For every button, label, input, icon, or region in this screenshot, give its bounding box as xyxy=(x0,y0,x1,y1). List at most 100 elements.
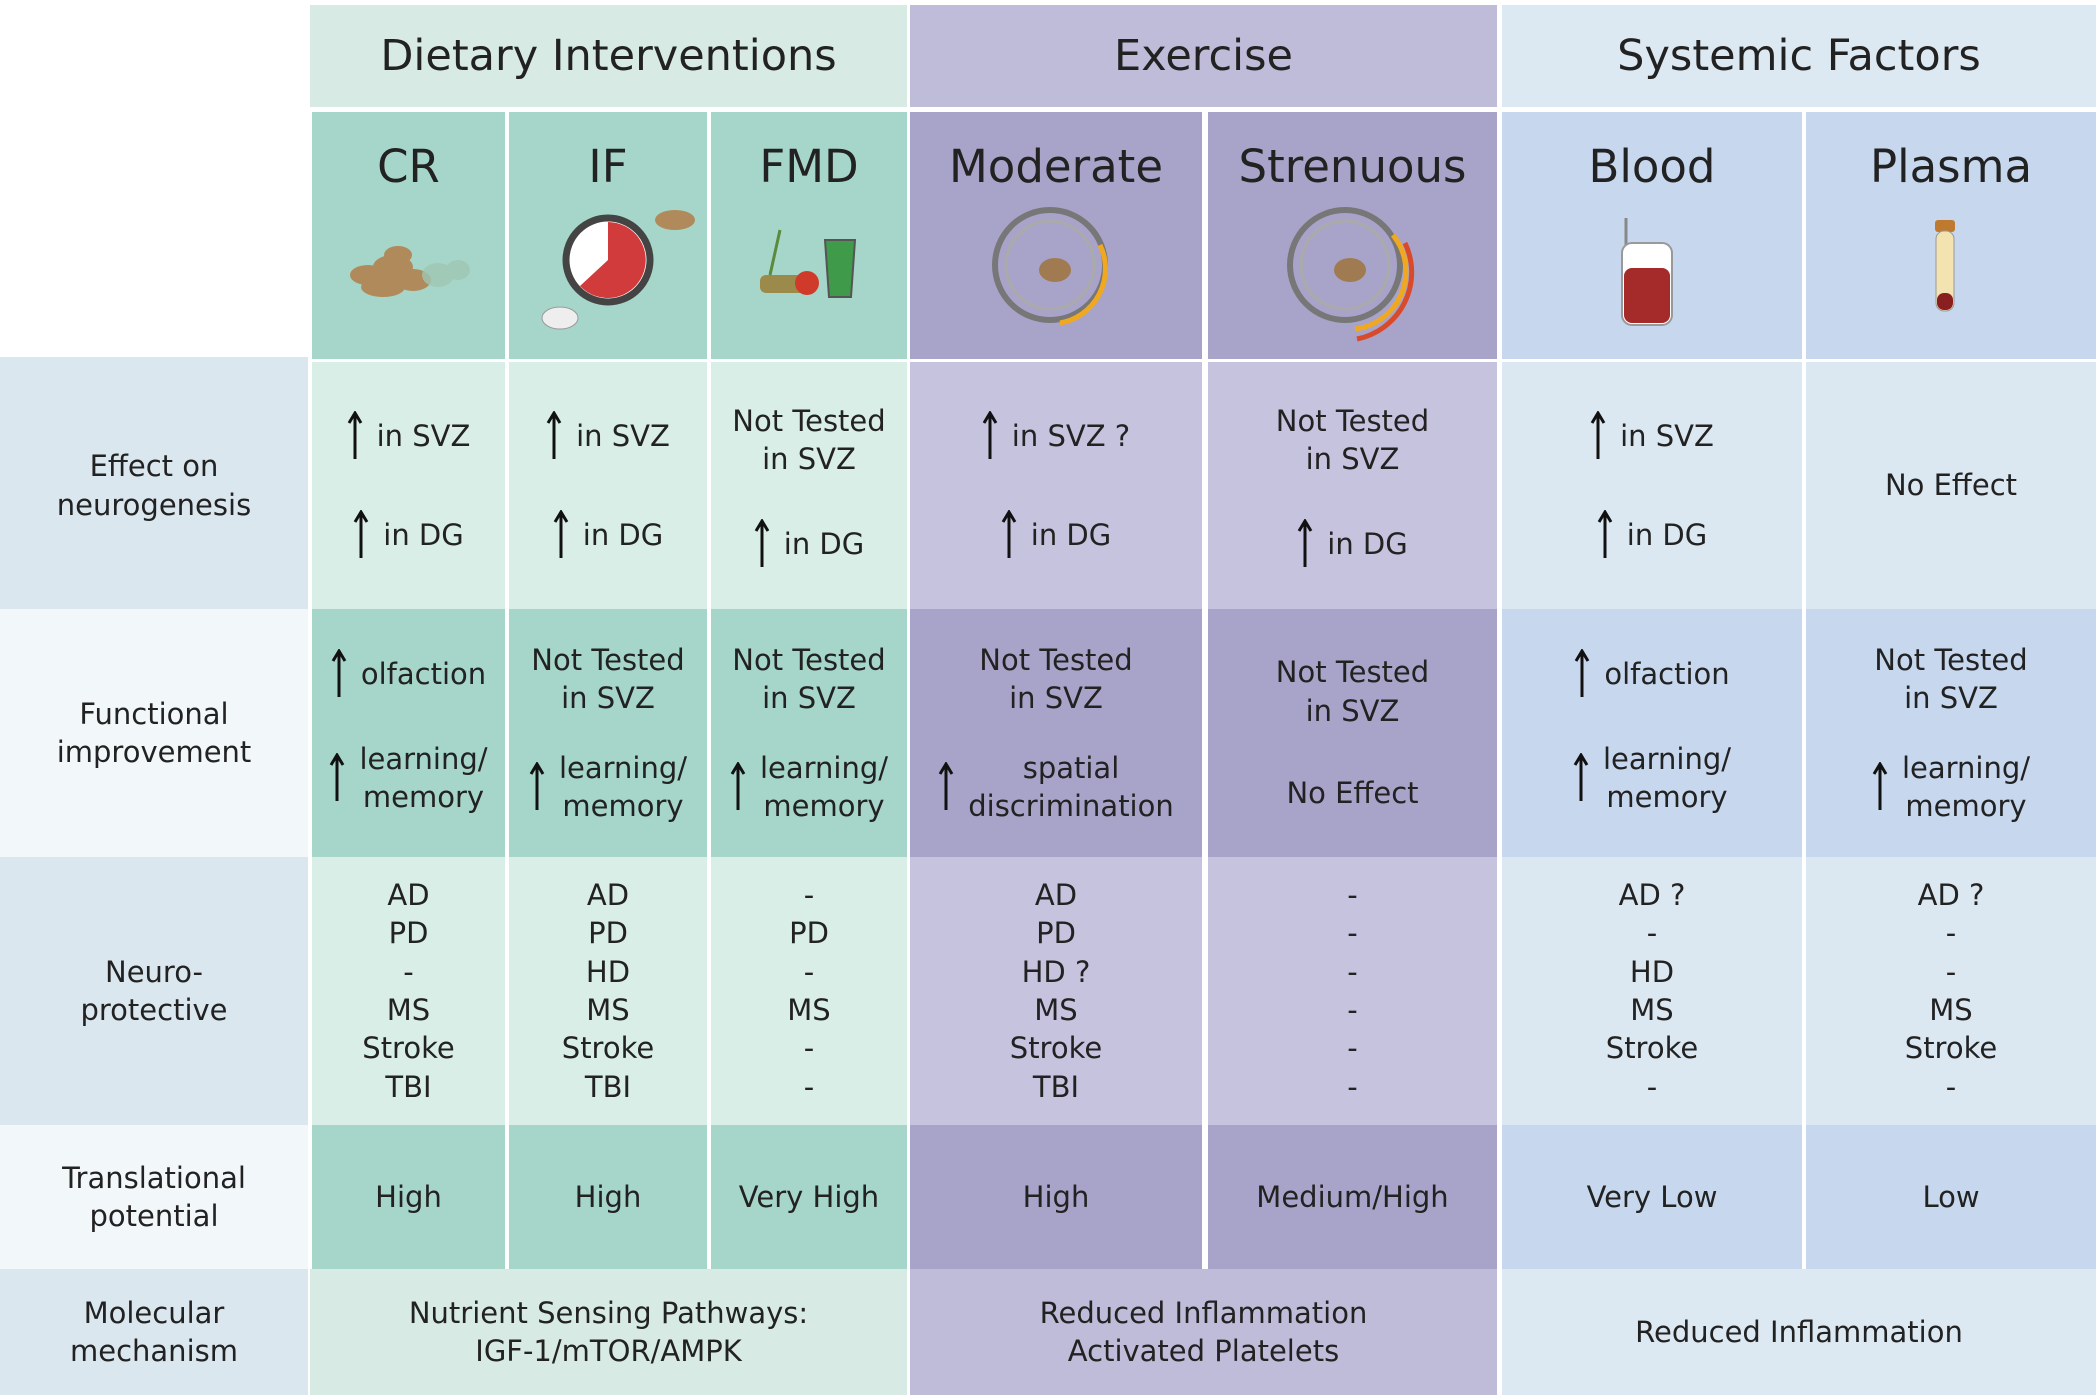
cell-text: - xyxy=(1347,916,1358,951)
up-arrow xyxy=(1575,649,1590,698)
cell-text: PD xyxy=(388,916,429,951)
cell-text: in DG xyxy=(1327,526,1408,561)
cell-text: PD xyxy=(1036,916,1076,951)
cell-entry: in DG xyxy=(1001,510,1111,560)
cell-text: HD ? xyxy=(1021,954,1091,989)
cell-text: learning/ memory xyxy=(759,750,889,824)
group-header: Exercise xyxy=(910,5,1497,107)
up-arrow xyxy=(754,518,770,567)
cell-text: High xyxy=(375,1179,442,1214)
cell-entry: in DG xyxy=(1597,510,1707,560)
cell-entry: in DG xyxy=(754,518,865,569)
row-label: Neuro- protective xyxy=(0,857,308,1125)
row-label: Effect on neurogenesis xyxy=(0,362,308,609)
cell-text: PD xyxy=(588,916,628,951)
cell-entry: olfaction xyxy=(1574,649,1730,699)
cell-text: Stroke xyxy=(1904,1031,1998,1066)
cell-text: in DG xyxy=(783,526,865,561)
cell-text: MS xyxy=(1929,993,1973,1027)
cell-text: - xyxy=(803,954,815,989)
table-cell: - PD - MS - - xyxy=(711,857,907,1125)
cell-text: - xyxy=(1347,1031,1358,1066)
cell-text: in DG xyxy=(1030,517,1112,552)
table-cell: Not Tested in SVZ spatial discrimination xyxy=(910,609,1202,857)
cell-text: olfaction xyxy=(1604,657,1730,692)
cell-text: Not Tested in SVZ xyxy=(979,642,1133,715)
up-arrow xyxy=(1573,753,1589,802)
cell-entry: spatial discrimination xyxy=(938,749,1174,826)
up-arrow xyxy=(330,753,345,802)
cell-text: - xyxy=(1347,954,1358,989)
row-label: Functional improvement xyxy=(0,609,308,857)
cell-text: in DG xyxy=(1626,517,1708,552)
table-cell: Not Tested in SVZ learning/ memory xyxy=(711,609,907,857)
cell-entry: in DG xyxy=(353,510,464,560)
cell-text: Nutrient Sensing Pathways: IGF-1/mTOR/AM… xyxy=(408,1295,809,1368)
up-arrow xyxy=(1001,510,1017,558)
cell-text: No Effect xyxy=(1286,776,1419,811)
cell-text: Low xyxy=(1922,1179,1980,1214)
cell-text: Not Tested in SVZ xyxy=(1275,655,1430,728)
table-cell: Very High xyxy=(711,1125,907,1269)
cell-text: Very Low xyxy=(1586,1179,1718,1214)
table-cell: Reduced Inflammation xyxy=(1502,1269,2096,1395)
cell-entry: olfaction xyxy=(331,649,486,699)
cell-text: Stroke xyxy=(561,1031,655,1066)
cell-text: AD ? xyxy=(1917,878,1985,913)
cell-text: TBI xyxy=(1032,1069,1080,1104)
up-arrow xyxy=(1597,510,1613,558)
cell-text: - xyxy=(1646,1069,1658,1104)
cell-text: TBI xyxy=(385,1069,432,1104)
cell-text: PD xyxy=(789,916,829,951)
food-icon xyxy=(350,246,470,297)
cell-text: - xyxy=(803,878,815,913)
cell-text: Not Tested in SVZ xyxy=(732,404,886,477)
cell-text: MS xyxy=(586,993,630,1027)
cell-entry: learning/ memory xyxy=(329,740,488,817)
cell-text: Reduced Inflammation Activated Platelets xyxy=(1039,1295,1368,1368)
wheel-icon xyxy=(1287,207,1415,342)
table-cell: Nutrient Sensing Pathways: IGF-1/mTOR/AM… xyxy=(310,1269,907,1395)
table-cell: Not Tested in SVZ in DG xyxy=(711,362,907,609)
cell-text: - xyxy=(1945,916,1957,951)
cell-text: No Effect xyxy=(1884,468,2018,503)
cell-entry: in SVZ xyxy=(347,411,471,461)
cell-text: Stroke xyxy=(1605,1031,1699,1066)
cell-text: - xyxy=(803,1069,815,1104)
cell-text: in SVZ xyxy=(1620,418,1714,453)
table-cell: AD PD HD ? MS Stroke TBI xyxy=(910,857,1202,1125)
cell-text: Stroke xyxy=(1009,1031,1103,1066)
cell-text: - xyxy=(1945,954,1957,989)
cell-entry: in SVZ xyxy=(1590,411,1714,461)
column-header: FMD xyxy=(711,112,907,359)
table-cell: Not Tested in SVZ in DG xyxy=(1208,362,1497,609)
table-cell: AD ? - - MS Stroke - xyxy=(1806,857,2096,1125)
table-cell: High xyxy=(509,1125,707,1269)
wheel-icon xyxy=(992,207,1108,326)
table-cell: in SVZ in DG xyxy=(312,362,505,609)
cell-text: learning/ memory xyxy=(1602,741,1732,815)
up-arrow xyxy=(347,411,362,459)
cell-text: AD xyxy=(586,878,630,913)
group-header: Dietary Interventions xyxy=(310,5,907,107)
cell-text: in DG xyxy=(383,517,464,552)
cell-text: Not Tested in SVZ xyxy=(732,642,886,715)
clock-icon xyxy=(541,210,695,330)
row-label: Molecular mechanism xyxy=(0,1269,308,1395)
cell-text: Not Tested in SVZ xyxy=(531,642,685,715)
row-label: Translational potential xyxy=(0,1125,308,1269)
cell-text: Stroke xyxy=(362,1031,455,1066)
cell-text: MS xyxy=(1630,993,1674,1027)
table-cell: ------ xyxy=(1208,857,1497,1125)
cell-text: in SVZ xyxy=(376,418,471,453)
cell-text: spatial discrimination xyxy=(968,750,1174,824)
cell-text: - xyxy=(403,954,414,989)
cell-text: Not Tested in SVZ xyxy=(1874,642,2028,715)
table-cell: AD ? - HD MS Stroke - xyxy=(1502,857,1802,1125)
up-arrow xyxy=(938,762,954,811)
cell-text: in SVZ ? xyxy=(1011,418,1131,453)
cell-text: AD xyxy=(1034,878,1078,913)
cell-entry: in DG xyxy=(553,510,663,560)
cell-entry: learning/ memory xyxy=(730,749,888,826)
cell-text: TBI xyxy=(584,1069,632,1104)
